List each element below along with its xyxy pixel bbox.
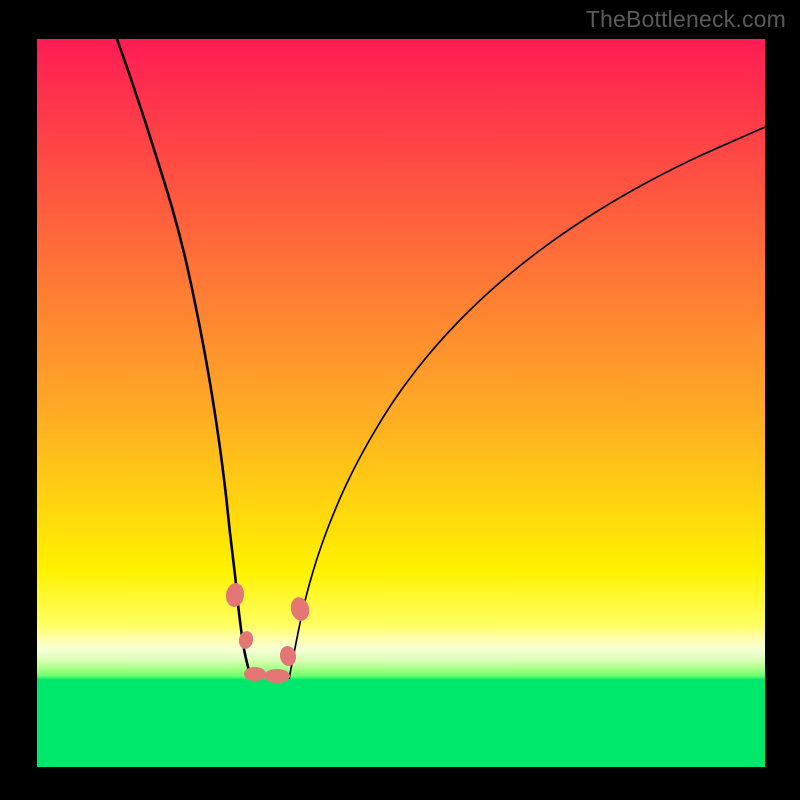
left-curve [117, 39, 251, 679]
marker [244, 667, 266, 681]
right-curve [289, 127, 765, 679]
plot-area [37, 39, 765, 767]
curves-layer [37, 39, 765, 767]
marker [264, 669, 290, 683]
marker [288, 595, 311, 623]
marker [237, 630, 254, 651]
watermark-text: TheBottleneck.com [586, 6, 786, 33]
marker [224, 582, 245, 608]
